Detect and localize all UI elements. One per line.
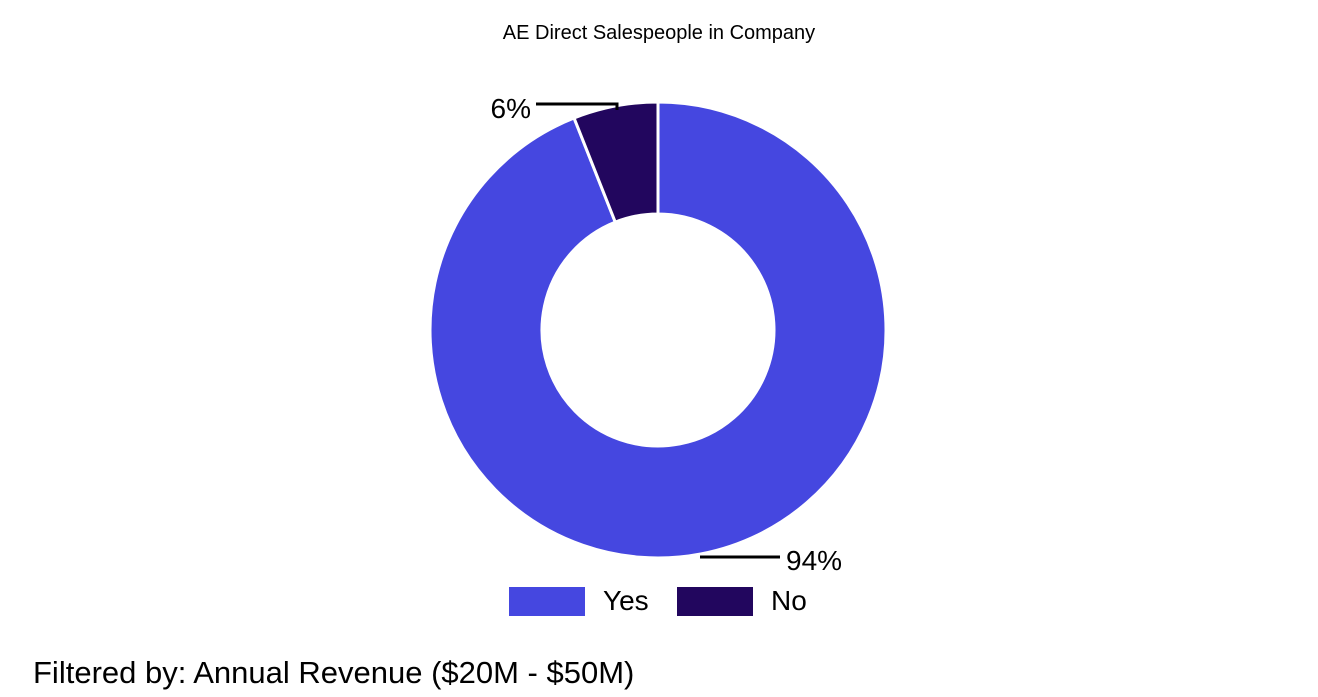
filter-caption: Filtered by: Annual Revenue ($20M - $50M… xyxy=(33,655,635,690)
data-label-yes: 94% xyxy=(786,545,842,576)
legend-swatch-no xyxy=(677,586,753,616)
legend-label-no: No xyxy=(771,585,807,616)
data-label-no: 6% xyxy=(491,93,531,124)
slice-yes[interactable] xyxy=(428,100,888,560)
legend-swatch-yes xyxy=(509,586,585,616)
leader-line-no xyxy=(536,102,619,110)
legend-item-yes[interactable]: Yes xyxy=(509,585,649,617)
legend-label-yes: Yes xyxy=(603,585,649,616)
slice-no[interactable] xyxy=(572,100,660,225)
legend-item-no[interactable]: No xyxy=(677,585,807,617)
chart-title: AE Direct Salespeople in Company xyxy=(502,22,816,44)
